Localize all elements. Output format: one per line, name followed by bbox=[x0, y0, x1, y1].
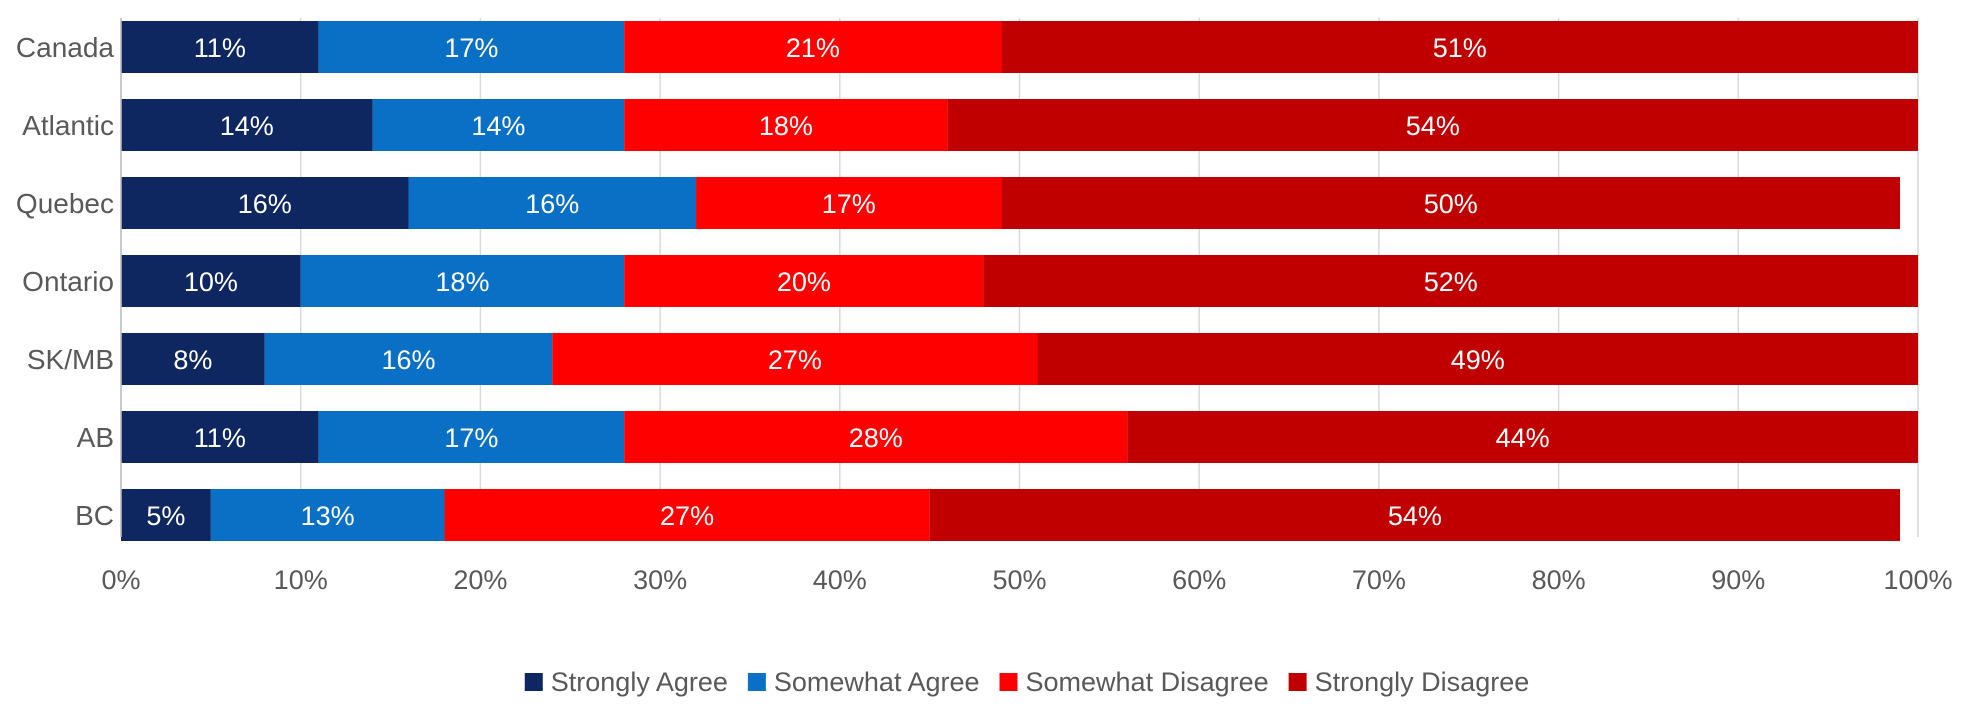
y-tick-label: BC bbox=[75, 500, 114, 531]
legend-label: Somewhat Disagree bbox=[1026, 667, 1269, 697]
bar-segment bbox=[947, 99, 1918, 151]
data-label: 16% bbox=[525, 189, 579, 219]
data-label: 28% bbox=[849, 423, 903, 453]
data-label: 5% bbox=[146, 501, 185, 531]
legend-label: Strongly Disagree bbox=[1315, 667, 1530, 697]
y-tick-label: Canada bbox=[16, 32, 115, 63]
bar-segment bbox=[983, 255, 1918, 307]
x-tick-label: 100% bbox=[1883, 565, 1952, 595]
x-tick-label: 40% bbox=[813, 565, 867, 595]
legend-label: Somewhat Agree bbox=[774, 667, 980, 697]
x-tick-label: 90% bbox=[1711, 565, 1765, 595]
bar-segment bbox=[318, 21, 625, 73]
data-label: 50% bbox=[1424, 189, 1478, 219]
bar-segment bbox=[210, 489, 445, 541]
x-tick-label: 0% bbox=[101, 565, 140, 595]
x-tick-label: 80% bbox=[1532, 565, 1586, 595]
legend-label: Strongly Agree bbox=[551, 667, 728, 697]
data-label: 17% bbox=[822, 189, 876, 219]
legend-item: Somewhat Disagree bbox=[999, 667, 1269, 697]
legend-swatch bbox=[524, 673, 543, 691]
bar-segment bbox=[929, 489, 1901, 541]
bar-segment bbox=[121, 99, 373, 151]
y-tick-label: SK/MB bbox=[27, 344, 114, 375]
bar-segment bbox=[372, 99, 625, 151]
data-label: 20% bbox=[777, 267, 831, 297]
axes: 0% 10% 20% 30% 40% 50% 60% 70% 80% 90% 100% Canada A… bbox=[16, 18, 1953, 595]
data-label: 54% bbox=[1388, 501, 1442, 531]
legend-item: Somewhat Agree bbox=[747, 667, 980, 697]
data-label: 54% bbox=[1406, 111, 1460, 141]
bar-segment bbox=[696, 177, 1002, 229]
bar-segment bbox=[624, 255, 984, 307]
bars: 11% 17% 21% 51% 14% 14% 18% 54% 16% 16% 17% 50% 10% 1… bbox=[121, 21, 1918, 541]
data-label: 27% bbox=[660, 501, 714, 531]
bar-segment bbox=[300, 255, 625, 307]
data-label: 14% bbox=[471, 111, 525, 141]
legend-item: Strongly Agree bbox=[524, 667, 728, 697]
bar-segment bbox=[624, 21, 1002, 73]
legend: Strongly Agree Somewhat Agree Somewhat Dis… bbox=[524, 667, 1530, 697]
data-label: 13% bbox=[301, 501, 355, 531]
y-tick-label: AB bbox=[77, 422, 114, 453]
x-tick-label: 70% bbox=[1352, 565, 1406, 595]
data-label: 16% bbox=[238, 189, 292, 219]
y-tick-label: Ontario bbox=[22, 266, 114, 297]
data-label: 16% bbox=[381, 345, 435, 375]
data-label: 52% bbox=[1424, 267, 1478, 297]
data-label: 8% bbox=[173, 345, 212, 375]
bar-segment bbox=[1127, 411, 1918, 463]
data-label: 10% bbox=[184, 267, 238, 297]
bar-segment bbox=[264, 333, 553, 385]
bar-segment bbox=[121, 489, 211, 541]
x-tick-label: 20% bbox=[453, 565, 507, 595]
data-label: 14% bbox=[220, 111, 274, 141]
x-tick-label: 10% bbox=[274, 565, 328, 595]
bar-segment bbox=[121, 21, 319, 73]
legend-swatch bbox=[999, 673, 1018, 691]
legend-swatch bbox=[747, 673, 766, 691]
legend-swatch bbox=[1288, 673, 1307, 691]
x-tick-label: 30% bbox=[633, 565, 687, 595]
legend-item: Strongly Disagree bbox=[1288, 667, 1530, 697]
data-label: 27% bbox=[768, 345, 822, 375]
data-label: 49% bbox=[1451, 345, 1505, 375]
bar-segment bbox=[121, 411, 319, 463]
data-label: 44% bbox=[1496, 423, 1550, 453]
bar-segment bbox=[552, 333, 1038, 385]
bar-segment bbox=[1001, 21, 1918, 73]
bar-segment bbox=[121, 177, 409, 229]
y-tick-label: Atlantic bbox=[22, 110, 114, 141]
data-label: 18% bbox=[435, 267, 489, 297]
x-tick-label: 50% bbox=[992, 565, 1046, 595]
bar-segment bbox=[121, 255, 301, 307]
bar-segment bbox=[121, 333, 265, 385]
data-label: 21% bbox=[786, 33, 840, 63]
bar-segment bbox=[624, 99, 948, 151]
bar-segment bbox=[1001, 177, 1901, 229]
x-tick-label: 60% bbox=[1172, 565, 1226, 595]
data-label: 11% bbox=[194, 33, 246, 63]
bar-segment bbox=[318, 411, 625, 463]
data-label: 51% bbox=[1433, 33, 1487, 63]
data-label: 17% bbox=[444, 423, 498, 453]
data-label: 18% bbox=[759, 111, 813, 141]
data-label: 11% bbox=[194, 423, 246, 453]
bar-segment bbox=[1037, 333, 1918, 385]
bar-segment bbox=[444, 489, 930, 541]
y-tick-label: Quebec bbox=[16, 188, 114, 219]
data-label: 17% bbox=[444, 33, 498, 63]
bar-segment bbox=[408, 177, 697, 229]
bar-segment bbox=[624, 411, 1128, 463]
